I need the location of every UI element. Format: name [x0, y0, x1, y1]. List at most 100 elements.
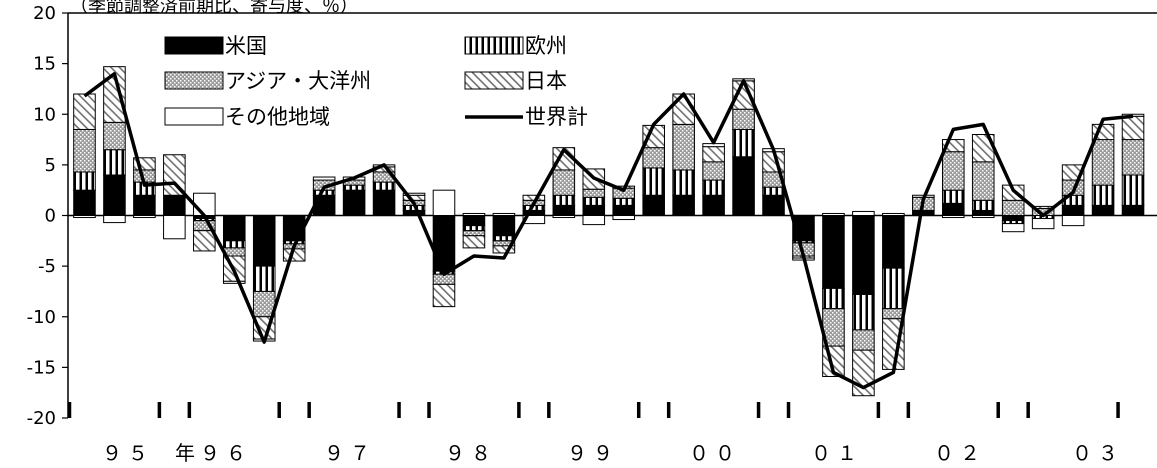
bar-us — [103, 174, 126, 216]
world-total-line — [83, 72, 1134, 390]
bar-us — [822, 215, 845, 289]
bar-us — [1091, 204, 1115, 216]
x-tick-label: ９７ — [324, 441, 376, 465]
bar-group — [882, 212, 905, 370]
bar-asia — [462, 230, 486, 237]
bar-us — [372, 189, 396, 216]
bar-group — [282, 215, 306, 262]
x-tick-label: ０３ — [1072, 441, 1124, 465]
bar-eu — [642, 167, 665, 196]
bar-us — [552, 204, 576, 216]
bar-eu — [852, 293, 875, 331]
x-tick-label: ９９ — [567, 441, 619, 465]
bar-eu — [762, 186, 785, 196]
bar-jp — [702, 146, 725, 163]
legend-swatch — [164, 71, 224, 90]
bar-us — [1121, 204, 1145, 216]
x-tick-label: ００ — [689, 441, 741, 465]
bar-us — [462, 215, 486, 227]
bar-group — [372, 164, 396, 216]
bar-us — [702, 194, 725, 216]
bar-other — [552, 215, 576, 219]
bar-group — [1061, 164, 1085, 227]
x-tick-label: ０１ — [811, 441, 863, 465]
bar-other — [882, 212, 905, 217]
bar-eu — [103, 149, 126, 176]
legend-label: 世界計 — [525, 105, 588, 129]
bar-group — [672, 93, 695, 216]
world-line-layer — [83, 72, 1134, 390]
bar-other — [462, 212, 486, 217]
bar-group — [642, 124, 665, 216]
legend-label: 米国 — [225, 34, 267, 58]
bar-group — [103, 66, 126, 224]
bar-us — [912, 209, 935, 216]
bar-group — [342, 176, 366, 216]
bar-us — [252, 215, 276, 267]
legend-item-jp: 日本 — [464, 69, 567, 93]
bar-asia — [852, 329, 875, 351]
bar-other — [1001, 223, 1025, 233]
bar-group — [312, 176, 336, 216]
bar-us — [342, 189, 366, 216]
bar-asia — [552, 169, 576, 196]
bar-asia — [103, 121, 126, 151]
bar-other — [103, 215, 126, 224]
y-tick-label: 10 — [33, 104, 56, 125]
bar-asia — [73, 128, 96, 173]
bar-us — [133, 194, 156, 216]
bar-asia — [702, 161, 725, 181]
y-tick-label: 0 — [45, 206, 56, 227]
y-tick-label: -5 — [38, 256, 56, 277]
y-tick-label: 15 — [33, 54, 56, 75]
bar-eu — [462, 225, 486, 232]
bar-other — [582, 215, 606, 226]
bar-us — [612, 204, 636, 216]
bar-eu — [582, 196, 606, 206]
legend-swatch — [464, 71, 524, 90]
bar-us — [672, 194, 695, 216]
bar-group — [462, 212, 486, 249]
bar-asia — [882, 308, 905, 320]
bar-us — [732, 156, 755, 216]
bar-other — [612, 215, 636, 221]
bar-eu — [702, 179, 725, 196]
bar-us — [402, 209, 426, 216]
bar-other — [312, 176, 336, 181]
bar-other — [402, 192, 426, 196]
bar-us — [1061, 204, 1085, 216]
bar-asia — [941, 151, 965, 191]
y-tick-label: 20 — [33, 3, 56, 24]
bar-jp — [432, 283, 456, 308]
bar-other — [222, 280, 246, 284]
bar-asia — [1121, 139, 1145, 176]
bar-asia — [1091, 139, 1115, 186]
bar-us — [73, 189, 96, 216]
bar-jp — [1121, 115, 1145, 141]
legend-item-other: その他地域 — [164, 105, 330, 129]
bar-us — [941, 202, 965, 217]
bar-us — [163, 194, 186, 216]
bar-eu — [941, 189, 965, 204]
bar-us — [582, 204, 606, 216]
bar-other — [432, 189, 456, 216]
bar-eu — [882, 267, 905, 310]
legend-item-us: 米国 — [164, 34, 267, 58]
bar-group — [1091, 123, 1115, 216]
legend-swatch — [164, 107, 224, 126]
bar-other — [971, 215, 995, 219]
bar-asia — [732, 108, 755, 130]
x-tick-label: ９８ — [445, 441, 497, 465]
bar-us — [432, 215, 456, 272]
bar-eu — [252, 265, 276, 292]
bar-eu — [612, 197, 636, 206]
bar-eu — [1121, 174, 1145, 206]
bar-asia — [582, 188, 606, 198]
legend-item-asia: アジア・大洋州 — [164, 69, 371, 93]
bar-other — [1121, 113, 1145, 117]
bar-us — [971, 209, 995, 216]
y-tick-label: 5 — [45, 155, 56, 176]
bar-eu — [672, 169, 695, 196]
bar-us — [642, 194, 665, 216]
